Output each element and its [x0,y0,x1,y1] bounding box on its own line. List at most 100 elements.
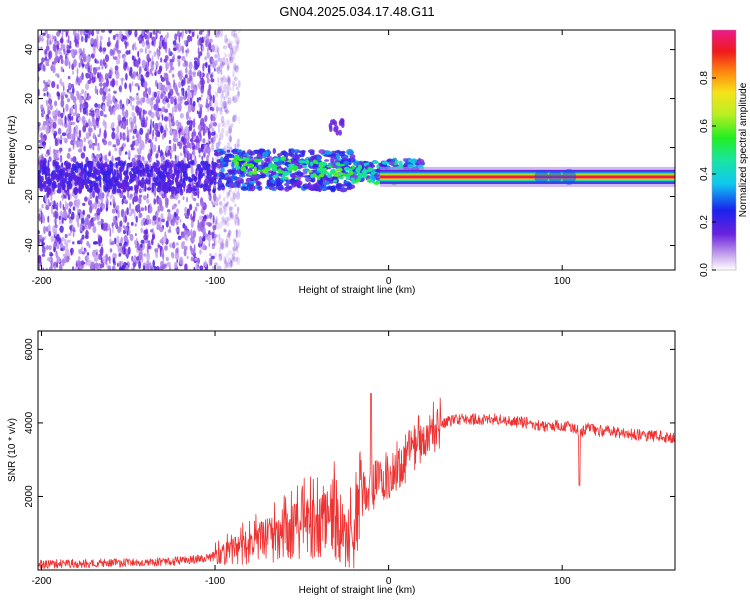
noise-speckle [148,50,152,54]
noise-speckle [196,71,199,77]
noise-speckle [201,243,206,251]
noise-speckle [208,212,212,220]
noise-speckle [63,137,66,141]
noise-speckle [54,57,58,64]
transition-peak [333,179,338,183]
noise-speckle [217,86,222,94]
carrier-ripple [548,170,563,183]
noise-speckle [55,149,60,154]
noise-speckle [227,76,231,86]
noise-speckle [82,202,86,206]
noise-speckle [154,248,159,253]
noise-speckle [214,240,218,246]
transition-blob [390,158,396,162]
noise-speckle [92,143,95,151]
noise-speckle [211,245,216,250]
noise-speckle [171,73,175,78]
noise-speckle [182,222,185,229]
noise-speckle [234,217,238,226]
noise-speckle [137,85,140,91]
noise-speckle [57,93,60,97]
noise-band-speckle [104,161,108,168]
noise-speckle [109,248,113,253]
noise-band-speckle [156,186,162,193]
noise-speckle [227,119,230,125]
noise-speckle [190,165,194,175]
transition-blob [236,149,242,153]
noise-speckle [210,78,215,83]
transition-peak [253,166,257,172]
side-blob-speck [332,118,336,125]
noise-speckle [79,30,83,36]
noise-speckle [123,55,126,61]
noise-speckle [121,198,124,205]
noise-speckle [218,30,224,38]
transition-blob [353,161,360,167]
noise-speckle [88,197,90,202]
noise-speckle [114,157,118,161]
noise-speckle [84,249,88,253]
noise-speckle [187,87,190,91]
noise-speckle [46,30,48,35]
transition-blob [255,178,259,185]
noise-speckle [96,30,100,35]
transition-blob [323,181,330,185]
noise-speckle [111,131,116,140]
noise-speckle [47,202,50,207]
y-tick-label: 4000 [24,411,35,434]
noise-band-speckle [140,172,143,176]
noise-speckle [42,237,45,241]
x-tick-label: 100 [554,576,571,587]
noise-speckle [73,226,76,233]
noise-speckle [64,200,67,207]
noise-speckle [153,144,157,153]
noise-band-speckle [189,160,194,165]
noise-speckle [232,252,235,261]
noise-speckle [233,76,238,82]
transition-blob [287,152,295,156]
noise-speckle [181,241,185,250]
noise-speckle [85,96,89,101]
noise-speckle [165,61,170,70]
noise-speckle [213,48,219,53]
noise-speckle [99,35,103,41]
noise-speckle [88,144,93,149]
noise-speckle [226,57,228,62]
noise-speckle [64,233,68,239]
noise-band-speckle [176,184,181,189]
noise-speckle [192,119,196,128]
noise-speckle [186,120,191,126]
transition-blob [293,181,299,187]
noise-speckle [96,251,98,256]
noise-speckle [91,30,95,37]
noise-speckle [44,235,47,239]
noise-speckle [119,99,123,107]
noise-speckle [136,205,139,214]
noise-speckle [81,234,85,240]
noise-speckle [142,60,146,70]
transition-peak [310,173,314,179]
noise-speckle [51,126,55,134]
noise-speckle [218,52,220,60]
noise-speckle [108,88,111,92]
noise-speckle [232,97,237,104]
noise-speckle [214,133,219,139]
noise-speckle [94,256,97,262]
noise-speckle [141,40,146,48]
noise-speckle [47,104,50,114]
noise-speckle [179,112,184,119]
noise-band-speckle [40,175,44,183]
noise-speckle [184,229,189,236]
transition-peak [368,179,373,183]
noise-speckle [72,156,77,163]
noise-speckle [77,117,82,121]
noise-speckle [195,266,200,270]
noise-speckle [229,161,232,166]
noise-speckle [45,125,50,135]
colorbar-tick-label: 0.2 [699,215,710,229]
transition-blob [228,170,232,176]
noise-speckle [165,98,170,103]
noise-speckle [134,30,138,38]
transition-blob [224,155,229,160]
